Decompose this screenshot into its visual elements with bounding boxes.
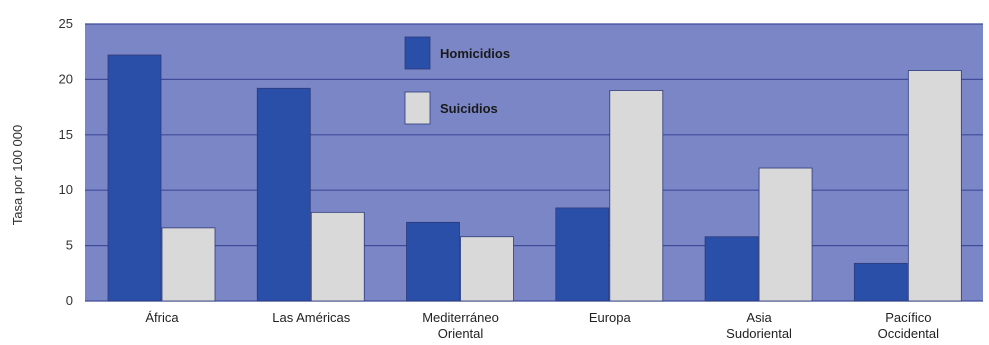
- bar-homicidios: [256, 87, 311, 302]
- bar-homicidios: [704, 236, 759, 302]
- x-category-label: Europa: [589, 310, 632, 325]
- bars: [107, 54, 962, 302]
- y-tick-label: 25: [59, 16, 73, 31]
- bar-suicidios: [460, 236, 514, 302]
- legend-label: Suicidios: [440, 101, 498, 116]
- bar-suicidios: [161, 227, 216, 302]
- bar-homicidios: [107, 54, 162, 302]
- bar-suicidios: [609, 90, 664, 302]
- legend-swatch: [404, 36, 431, 70]
- bar-homicidios: [555, 207, 610, 302]
- legend-label: Homicidios: [440, 46, 510, 61]
- y-axis-label: Tasa por 100 000: [10, 125, 25, 225]
- y-axis-ticks: 0 5 10 15 20 25: [59, 16, 73, 308]
- bar-suicidios: [310, 211, 365, 302]
- plot-area: [85, 24, 983, 301]
- legend-swatch: [404, 91, 431, 125]
- x-category-label: África: [145, 310, 179, 325]
- legend: Homicidios Suicidios: [404, 36, 510, 125]
- x-category-label: Las Américas: [272, 310, 351, 325]
- x-axis-categories: África Las Américas Mediterráneo Oriental Eu…: [145, 310, 939, 341]
- x-category-label: Pacífico Occidental: [878, 310, 940, 341]
- bar-suicidios: [758, 167, 813, 302]
- y-tick-label: 15: [59, 127, 73, 142]
- bar-homicidios: [853, 262, 908, 302]
- y-tick-label: 5: [66, 238, 73, 253]
- x-category-label: Mediterráneo Oriental: [422, 310, 499, 341]
- gridlines: [85, 23, 983, 302]
- y-tick-label: 10: [59, 182, 73, 197]
- bar-suicidios: [907, 70, 962, 302]
- y-tick-label: 20: [59, 71, 73, 86]
- x-category-label: Asia Sudoriental: [726, 310, 792, 341]
- y-tick-label: 0: [66, 293, 73, 308]
- bar-homicidios: [406, 221, 460, 302]
